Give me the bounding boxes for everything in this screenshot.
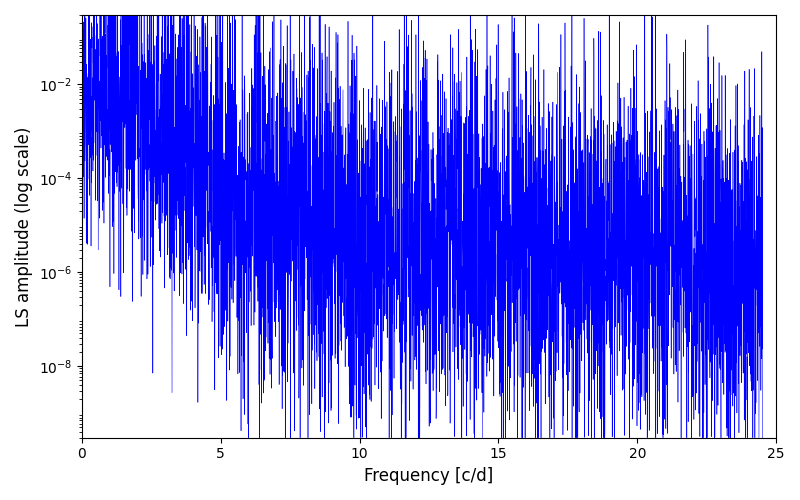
X-axis label: Frequency [c/d]: Frequency [c/d] [364, 467, 494, 485]
Y-axis label: LS amplitude (log scale): LS amplitude (log scale) [15, 126, 33, 326]
